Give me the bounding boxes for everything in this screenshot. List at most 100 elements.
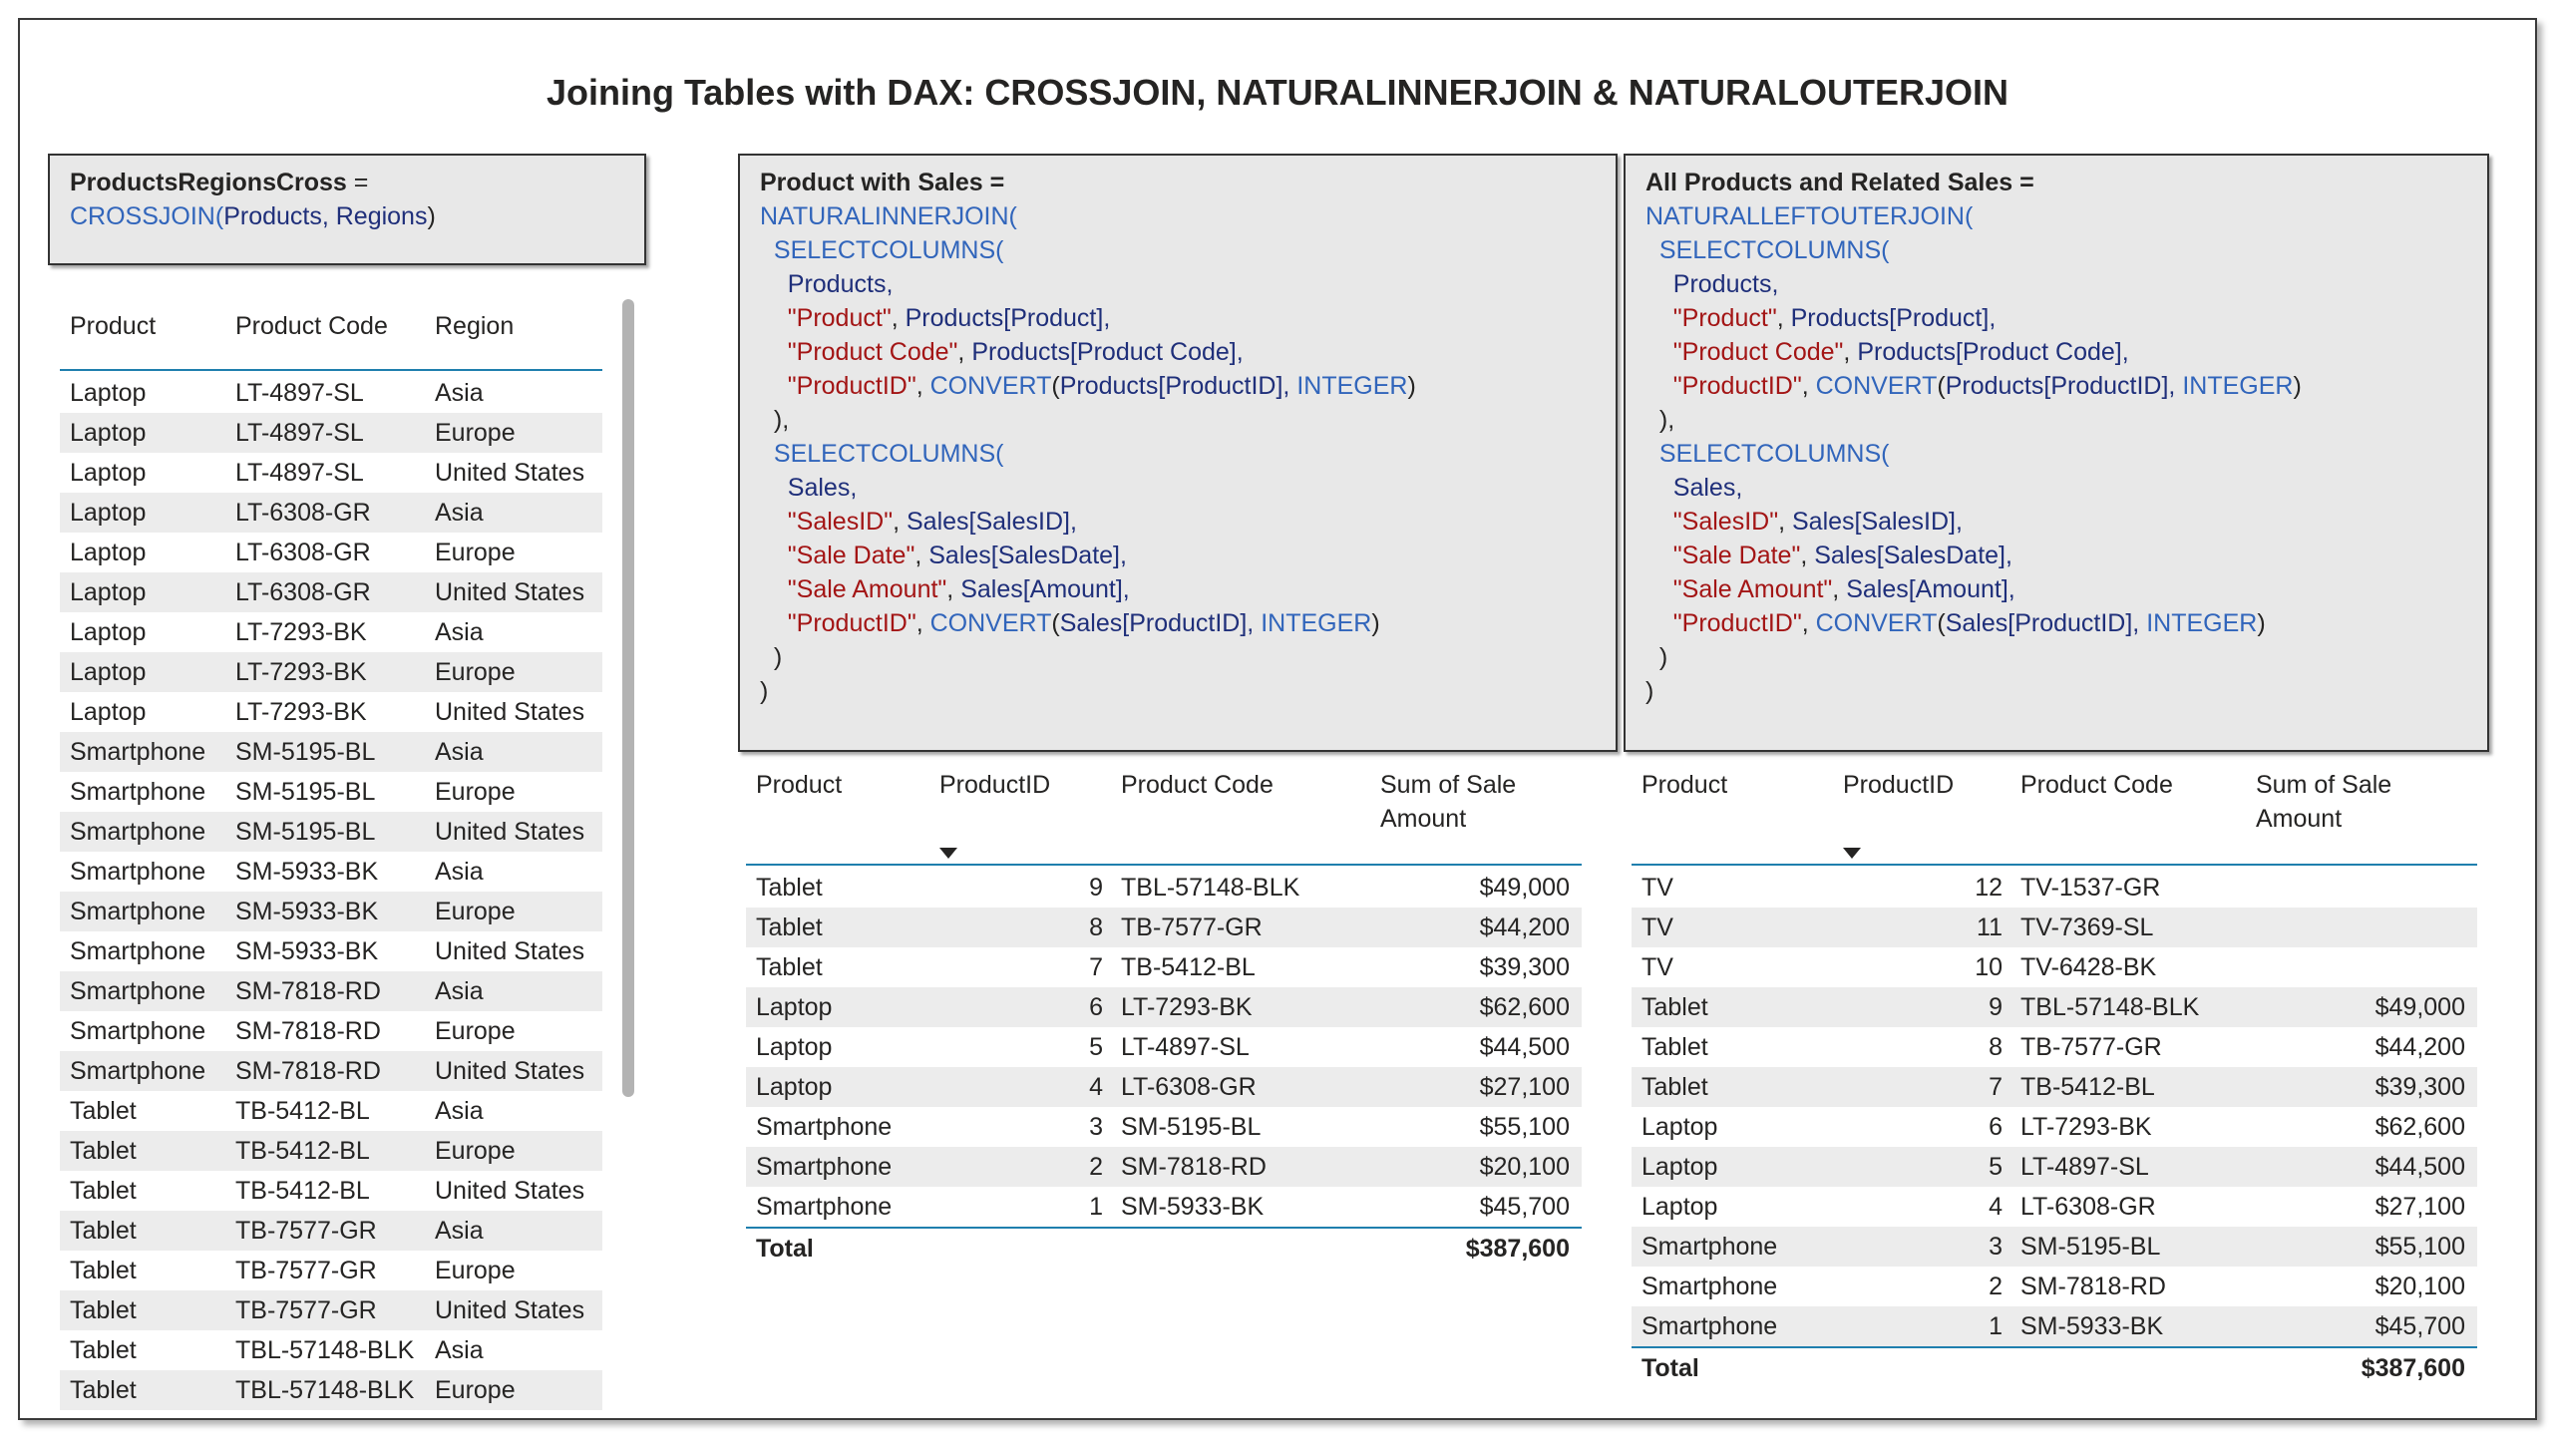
crossjoin-table-scrollbar[interactable]	[622, 299, 634, 1097]
outer-join-table[interactable]: Product ProductID Product Code Sum of Sa…	[1632, 758, 2477, 1388]
code-line: Sales,	[760, 471, 1596, 505]
cell-sale-amount: $45,700	[2374, 1312, 2465, 1340]
column-header-product[interactable]: Product	[70, 312, 157, 340]
cell-product: Smartphone	[70, 738, 206, 766]
code-token: =	[346, 169, 369, 196]
table-row[interactable]: Smartphone SM-7818-RD Europe	[60, 1011, 602, 1051]
table-row[interactable]: TV 12 TV-1537-GR	[1632, 868, 2477, 908]
cell-sale-amount: $39,300	[1479, 953, 1570, 981]
code-token: SELECTCOLUMNS(	[760, 440, 1004, 468]
column-header-product-code[interactable]: Product Code	[1121, 771, 1274, 799]
table-row[interactable]: Smartphone 3 SM-5195-BL $55,100	[746, 1107, 1582, 1147]
inner-join-table[interactable]: Product ProductID Product Code Sum of Sa…	[746, 758, 1582, 1269]
table-row[interactable]: Laptop 6 LT-7293-BK $62,600	[1632, 1107, 2477, 1147]
table-row[interactable]: Smartphone SM-7818-RD Asia	[60, 971, 602, 1011]
table-row[interactable]: Laptop 4 LT-6308-GR $27,100	[1632, 1187, 2477, 1227]
table-row[interactable]: Tablet TB-5412-BL Europe	[60, 1131, 602, 1171]
cell-product: Laptop	[756, 1033, 833, 1061]
table-row[interactable]: Tablet TB-5412-BL Asia	[60, 1091, 602, 1131]
table-row[interactable]: Smartphone 2 SM-7818-RD $20,100	[746, 1147, 1582, 1187]
table-row[interactable]: Tablet TB-7577-GR Asia	[60, 1211, 602, 1251]
column-header-sum-of-sale-amount[interactable]: Sum of Sale Amount	[2256, 768, 2391, 836]
column-header-sum-of-sale-amount[interactable]: Sum of Sale Amount	[1380, 768, 1516, 836]
table-row[interactable]: Tablet 7 TB-5412-BL $39,300	[746, 947, 1582, 987]
code-token: )	[760, 643, 783, 671]
table-row[interactable]: Laptop LT-6308-GR Europe	[60, 533, 602, 572]
table-row[interactable]: Tablet 7 TB-5412-BL $39,300	[1632, 1067, 2477, 1107]
table-row[interactable]: Laptop LT-6308-GR United States	[60, 572, 602, 612]
table-row[interactable]: Tablet TB-7577-GR United States	[60, 1290, 602, 1330]
table-row[interactable]: Smartphone 2 SM-7818-RD $20,100	[1632, 1267, 2477, 1306]
sort-descending-icon[interactable]	[1843, 848, 1861, 859]
cell-product: Smartphone	[1641, 1273, 1778, 1300]
table-row[interactable]: Smartphone SM-5933-BK Asia	[60, 852, 602, 892]
table-row[interactable]: Smartphone 1 SM-5933-BK $45,700	[746, 1187, 1582, 1227]
column-header-product[interactable]: Product	[1641, 771, 1728, 799]
code-box-naturalleftouterjoin: All Products and Related Sales = NATURALL…	[1624, 154, 2489, 752]
table-row[interactable]: Smartphone SM-5933-BK United States	[60, 931, 602, 971]
table-row[interactable]: Laptop 4 LT-6308-GR $27,100	[746, 1067, 1582, 1107]
cell-region: United States	[435, 1057, 585, 1085]
table-row[interactable]: TV 10 TV-6428-BK	[1632, 947, 2477, 987]
column-header-productid[interactable]: ProductID	[939, 771, 1051, 799]
table-row[interactable]: Smartphone SM-5933-BK Europe	[60, 892, 602, 931]
table-row[interactable]: Laptop 6 LT-7293-BK $62,600	[746, 987, 1582, 1027]
table-row[interactable]: Smartphone 3 SM-5195-BL $55,100	[1632, 1227, 2477, 1267]
table-row[interactable]: Laptop 5 LT-4897-SL $44,500	[1632, 1147, 2477, 1187]
code-token: "Sale Amount"	[760, 575, 947, 603]
code-token: "Product Code"	[1645, 338, 1844, 366]
column-header-product[interactable]: Product	[756, 771, 843, 799]
sort-descending-icon[interactable]	[939, 848, 957, 859]
table-row[interactable]: Tablet TBL-57148-BLK Europe	[60, 1370, 602, 1410]
cell-region: Asia	[435, 738, 484, 766]
total-row: Total $387,600	[746, 1227, 1582, 1269]
crossjoin-table[interactable]: Product Product Code Region Laptop LT-489…	[60, 299, 602, 1410]
code-token: =	[2012, 169, 2034, 196]
table-row[interactable]: Laptop LT-4897-SL United States	[60, 453, 602, 493]
cell-product: Tablet	[756, 953, 823, 981]
table-row[interactable]: Smartphone SM-7818-RD United States	[60, 1051, 602, 1091]
table-row[interactable]: Tablet 9 TBL-57148-BLK $49,000	[746, 868, 1582, 908]
cell-productid: 6	[1089, 993, 1103, 1021]
cell-product-code: TB-7577-GR	[235, 1257, 377, 1284]
code-line: NATURALINNERJOIN(	[760, 199, 1596, 233]
table-row[interactable]: Tablet 8 TB-7577-GR $44,200	[746, 908, 1582, 947]
table-row[interactable]: Tablet TBL-57148-BLK Asia	[60, 1330, 602, 1370]
header-line-1: Sum of Sale	[2256, 771, 2392, 799]
code-token: Sales[SalesDate],	[928, 542, 1127, 569]
table-row[interactable]: Laptop LT-7293-BK Europe	[60, 652, 602, 692]
table-row[interactable]: Tablet 8 TB-7577-GR $44,200	[1632, 1027, 2477, 1067]
cell-product: TV	[1641, 874, 1673, 902]
cell-product: Laptop	[70, 539, 147, 566]
table-row[interactable]: Smartphone SM-5195-BL Asia	[60, 732, 602, 772]
code-token: ,	[1800, 542, 1815, 569]
cell-region: United States	[435, 1177, 585, 1205]
code-token: ,	[914, 542, 929, 569]
cell-product-code: SM-5195-BL	[235, 778, 376, 806]
table-row[interactable]: Laptop 5 LT-4897-SL $44,500	[746, 1027, 1582, 1067]
cell-product-code: TB-5412-BL	[235, 1137, 370, 1165]
column-header-region[interactable]: Region	[435, 312, 515, 340]
table-row[interactable]: Laptop LT-4897-SL Asia	[60, 373, 602, 413]
table-row[interactable]: Tablet 9 TBL-57148-BLK $49,000	[1632, 987, 2477, 1027]
table-row[interactable]: TV 11 TV-7369-SL	[1632, 908, 2477, 947]
table-row[interactable]: Smartphone 1 SM-5933-BK $45,700	[1632, 1306, 2477, 1346]
cell-region: Asia	[435, 499, 484, 527]
code-token: INTEGER	[2146, 609, 2258, 637]
column-header-productid[interactable]: ProductID	[1843, 771, 1955, 799]
code-line: SELECTCOLUMNS(	[760, 437, 1596, 471]
column-header-product-code[interactable]: Product Code	[235, 312, 388, 340]
table-row[interactable]: Tablet TB-5412-BL United States	[60, 1171, 602, 1211]
table-row[interactable]: Tablet TB-7577-GR Europe	[60, 1251, 602, 1290]
table-row[interactable]: Laptop LT-4897-SL Europe	[60, 413, 602, 453]
column-header-product-code[interactable]: Product Code	[2020, 771, 2173, 799]
table-row[interactable]: Smartphone SM-5195-BL Europe	[60, 772, 602, 812]
table-row[interactable]: Laptop LT-6308-GR Asia	[60, 493, 602, 533]
code-line: "Sale Amount", Sales[Amount],	[760, 572, 1596, 606]
cell-product-code: TV-6428-BK	[2020, 953, 2157, 981]
code-token: Products[Product],	[1790, 304, 1997, 332]
table-row[interactable]: Laptop LT-7293-BK Asia	[60, 612, 602, 652]
table-row[interactable]: Laptop LT-7293-BK United States	[60, 692, 602, 732]
table-row[interactable]: Smartphone SM-5195-BL United States	[60, 812, 602, 852]
code-token: )	[427, 202, 436, 230]
